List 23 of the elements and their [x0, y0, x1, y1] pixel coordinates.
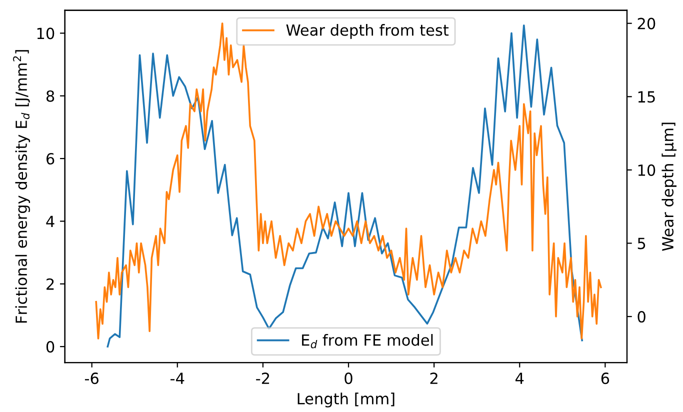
x-tick-label: 2: [430, 372, 438, 384]
y2-tick-label: 5: [638, 238, 646, 250]
y2-tick-label: 15: [638, 91, 655, 103]
y-tick-label: 10: [37, 28, 54, 40]
x-tick-label: -2: [256, 372, 270, 384]
y-tick-label: 2: [46, 278, 54, 290]
legend-label: E$_{d}$ from FE model: [302, 334, 433, 348]
x-tick-label: 4: [516, 372, 524, 384]
y-tick-label: 4: [46, 216, 54, 228]
y2-tick-label: 20: [638, 18, 656, 30]
x-tick-label: 6: [601, 372, 610, 384]
y-tick-label: 6: [46, 153, 54, 165]
y-tick-label: 0: [46, 341, 54, 353]
y2-axis-title: Wear depth [µm]: [662, 122, 676, 251]
x-tick-label: -4: [170, 372, 184, 384]
y2-tick-label: 10: [638, 164, 656, 176]
x-tick-label: 0: [344, 372, 352, 384]
y-axis-title: Frictional energy density E$_{d}$ [J/mm$^{2}$]: [13, 50, 30, 323]
legend-label: Wear depth from test: [286, 24, 449, 39]
y-tick-label: 8: [46, 90, 54, 102]
x-tick-label: -6: [84, 372, 98, 384]
x-axis-title: Length [mm]: [298, 392, 394, 408]
y2-tick-label: 0: [638, 310, 646, 323]
